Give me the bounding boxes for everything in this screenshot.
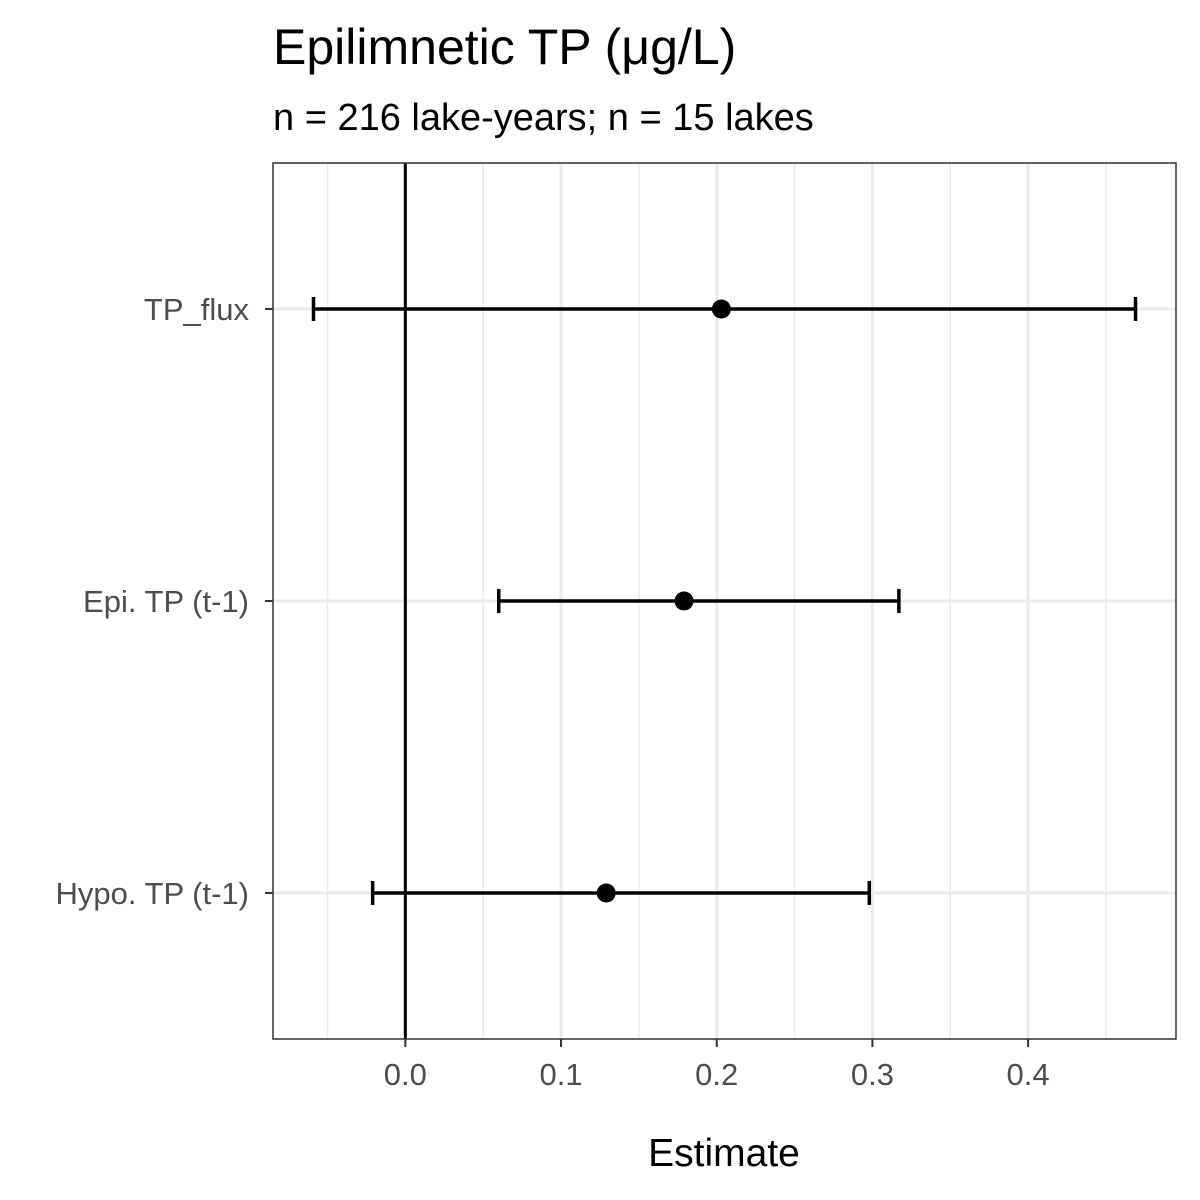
x-axis-title: Estimate (648, 1132, 800, 1175)
x-tick-label: 0.3 (851, 1057, 894, 1092)
estimate-row (370, 881, 872, 905)
estimate-point (596, 883, 616, 903)
chart-subtitle: n = 216 lake-years; n = 15 lakes (273, 97, 814, 139)
chart-title: Epilimnetic TP (μg/L) (273, 19, 736, 75)
y-axis: TP_flux Epi. TP (t-1) Hypo. TP (t-1) (55, 292, 273, 911)
estimate-row (497, 589, 901, 613)
estimate-row (311, 297, 1138, 321)
x-axis: 0.0 0.1 0.2 0.3 0.4 (384, 1039, 1050, 1092)
estimates-series (311, 297, 1138, 905)
x-tick-label: 0.2 (695, 1057, 738, 1092)
y-tick-label: TP_flux (144, 292, 250, 327)
y-tick-label: Epi. TP (t-1) (83, 584, 249, 619)
estimate-point (711, 299, 731, 319)
estimate-point (674, 591, 694, 611)
y-tick-label: Hypo. TP (t-1) (55, 876, 249, 911)
x-tick-label: 0.0 (384, 1057, 427, 1092)
x-tick-label: 0.1 (539, 1057, 582, 1092)
x-tick-label: 0.4 (1007, 1057, 1050, 1092)
